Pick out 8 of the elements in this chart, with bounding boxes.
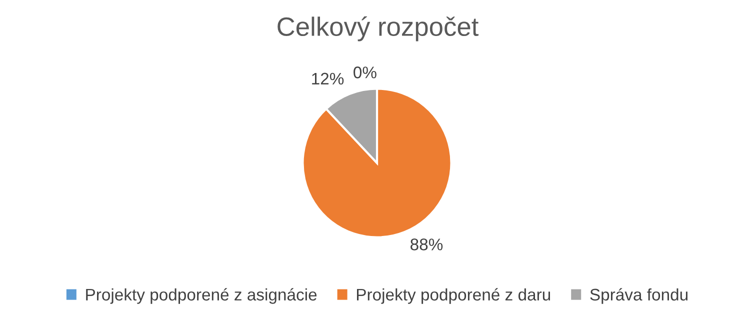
legend-label: Správa fondu <box>590 288 688 304</box>
chart-title: Celkový rozpočet <box>278 16 479 42</box>
text: 0% <box>354 66 376 78</box>
data-label: 12% <box>312 72 344 85</box>
data-label: 88% <box>410 238 443 250</box>
legend-label: Projekty podporené z asignácie <box>86 288 317 304</box>
legend-label: Projekty podporené z daru <box>356 288 550 304</box>
pie-slice <box>302 88 452 238</box>
